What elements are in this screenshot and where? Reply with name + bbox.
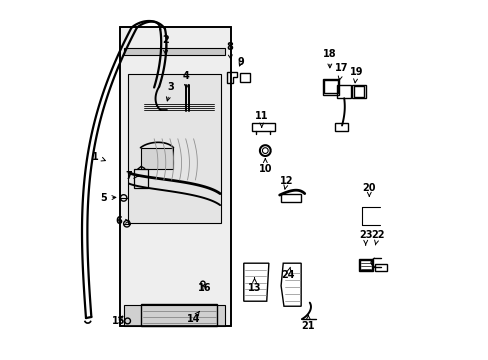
Bar	[336, 85, 351, 98]
Text: 23: 23	[358, 230, 372, 245]
Bar	[353, 86, 364, 97]
Bar	[161, 51, 169, 69]
Bar	[240, 73, 249, 82]
Text: 4: 4	[183, 71, 189, 88]
Bar	[324, 80, 337, 93]
Text: 17: 17	[335, 63, 348, 80]
Bar	[358, 259, 372, 271]
Text: 6: 6	[115, 216, 129, 226]
Bar	[375, 264, 386, 271]
Text: 10: 10	[258, 158, 271, 174]
Text: 12: 12	[280, 176, 293, 189]
Bar	[128, 74, 221, 223]
Bar	[252, 123, 274, 131]
Text: 19: 19	[349, 67, 363, 83]
Bar	[140, 148, 173, 169]
Text: 16: 16	[197, 283, 211, 293]
Polygon shape	[120, 27, 230, 326]
Text: 7: 7	[125, 171, 138, 181]
Text: 2: 2	[162, 35, 169, 54]
Text: 1: 1	[92, 152, 105, 162]
Bar	[143, 103, 215, 112]
Bar	[351, 85, 365, 98]
Bar	[359, 260, 371, 270]
Bar	[322, 78, 339, 95]
Bar	[124, 305, 225, 326]
Text: 13: 13	[247, 278, 261, 293]
Text: 15: 15	[111, 316, 125, 325]
Text: 14: 14	[186, 311, 200, 324]
Text: 18: 18	[323, 49, 336, 68]
Text: 11: 11	[254, 111, 268, 127]
Text: 20: 20	[362, 183, 375, 196]
Text: 9: 9	[237, 57, 244, 67]
Text: 5: 5	[101, 193, 116, 203]
Text: 21: 21	[301, 315, 314, 331]
Text: 8: 8	[225, 42, 232, 59]
Bar	[134, 169, 148, 188]
Text: 22: 22	[370, 230, 384, 245]
Text: 3: 3	[166, 82, 174, 101]
Bar	[281, 194, 300, 202]
Bar	[334, 123, 348, 131]
Bar	[124, 48, 225, 55]
Bar	[141, 304, 217, 326]
Text: 24: 24	[281, 267, 294, 280]
